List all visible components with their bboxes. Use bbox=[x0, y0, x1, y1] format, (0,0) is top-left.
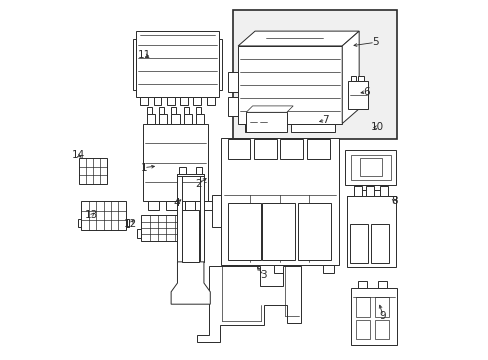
Text: 8: 8 bbox=[390, 196, 397, 206]
Bar bbox=[358, 76, 363, 81]
Bar bbox=[142, 124, 208, 201]
Bar bbox=[246, 112, 286, 132]
Bar bbox=[351, 288, 396, 345]
Bar bbox=[141, 215, 199, 241]
Bar bbox=[380, 186, 387, 196]
Bar bbox=[227, 139, 250, 159]
Bar bbox=[345, 150, 395, 185]
Polygon shape bbox=[244, 123, 280, 132]
Bar bbox=[353, 185, 386, 190]
Bar bbox=[140, 97, 148, 104]
Bar bbox=[306, 139, 329, 159]
Bar bbox=[171, 107, 176, 114]
Bar bbox=[238, 46, 342, 123]
Text: 9: 9 bbox=[379, 311, 386, 321]
Bar bbox=[228, 97, 238, 117]
Bar bbox=[355, 297, 369, 316]
Bar bbox=[146, 107, 151, 114]
Bar bbox=[153, 97, 161, 104]
Text: 2: 2 bbox=[195, 179, 202, 189]
Bar bbox=[79, 158, 107, 184]
Text: 11: 11 bbox=[137, 50, 150, 60]
Bar bbox=[206, 97, 214, 104]
Bar bbox=[374, 320, 388, 339]
Bar bbox=[359, 158, 381, 176]
Bar bbox=[199, 229, 203, 238]
Bar bbox=[78, 219, 81, 226]
Bar bbox=[346, 196, 395, 267]
Bar bbox=[166, 97, 174, 104]
Text: 3: 3 bbox=[260, 270, 266, 280]
Polygon shape bbox=[246, 106, 293, 112]
Bar bbox=[203, 201, 213, 210]
Polygon shape bbox=[290, 123, 334, 132]
Bar bbox=[196, 107, 201, 114]
Text: 1: 1 bbox=[141, 163, 147, 173]
Bar bbox=[195, 167, 202, 174]
Text: 6: 6 bbox=[362, 87, 369, 97]
Bar bbox=[183, 107, 188, 114]
Bar bbox=[180, 97, 187, 104]
Bar bbox=[227, 203, 260, 260]
Polygon shape bbox=[342, 31, 358, 123]
Text: 7: 7 bbox=[322, 115, 328, 125]
Bar bbox=[193, 97, 201, 104]
Polygon shape bbox=[197, 266, 300, 342]
Bar bbox=[353, 186, 361, 196]
Bar bbox=[358, 281, 366, 288]
Bar bbox=[171, 114, 180, 124]
Bar bbox=[370, 224, 388, 263]
Bar bbox=[159, 114, 167, 124]
Bar bbox=[323, 265, 333, 273]
Bar bbox=[228, 72, 238, 92]
Bar bbox=[136, 31, 218, 97]
Bar bbox=[126, 219, 129, 226]
Polygon shape bbox=[238, 31, 358, 46]
Bar bbox=[232, 10, 396, 139]
Bar bbox=[253, 139, 276, 159]
Bar bbox=[146, 114, 155, 124]
Bar bbox=[81, 201, 126, 230]
Bar bbox=[262, 203, 295, 260]
Bar bbox=[377, 281, 386, 288]
Bar bbox=[166, 201, 177, 210]
Bar bbox=[374, 297, 388, 316]
Bar bbox=[355, 320, 369, 339]
Bar bbox=[274, 265, 285, 273]
Bar bbox=[220, 138, 338, 265]
Bar bbox=[159, 107, 164, 114]
Bar bbox=[199, 174, 203, 262]
Text: 4: 4 bbox=[173, 198, 180, 208]
Bar bbox=[137, 229, 141, 238]
Bar bbox=[218, 39, 222, 90]
Bar bbox=[182, 210, 199, 262]
Bar bbox=[350, 155, 390, 180]
Bar bbox=[148, 201, 159, 210]
Bar bbox=[297, 203, 330, 260]
Bar bbox=[184, 201, 195, 210]
Text: 5: 5 bbox=[371, 37, 378, 48]
Polygon shape bbox=[171, 262, 210, 304]
Bar bbox=[177, 174, 182, 262]
Bar bbox=[350, 76, 355, 81]
Text: 14: 14 bbox=[71, 150, 84, 160]
Text: 12: 12 bbox=[124, 219, 137, 229]
Bar bbox=[179, 167, 185, 174]
Bar bbox=[132, 39, 136, 90]
Bar bbox=[349, 224, 367, 263]
Bar bbox=[366, 186, 373, 196]
Bar bbox=[196, 114, 204, 124]
Bar bbox=[211, 195, 220, 227]
Bar bbox=[183, 114, 192, 124]
Text: 10: 10 bbox=[370, 122, 383, 132]
Bar bbox=[227, 265, 238, 273]
Bar bbox=[177, 174, 203, 176]
Bar bbox=[280, 139, 303, 159]
Text: 13: 13 bbox=[85, 210, 98, 220]
Bar bbox=[347, 81, 367, 109]
